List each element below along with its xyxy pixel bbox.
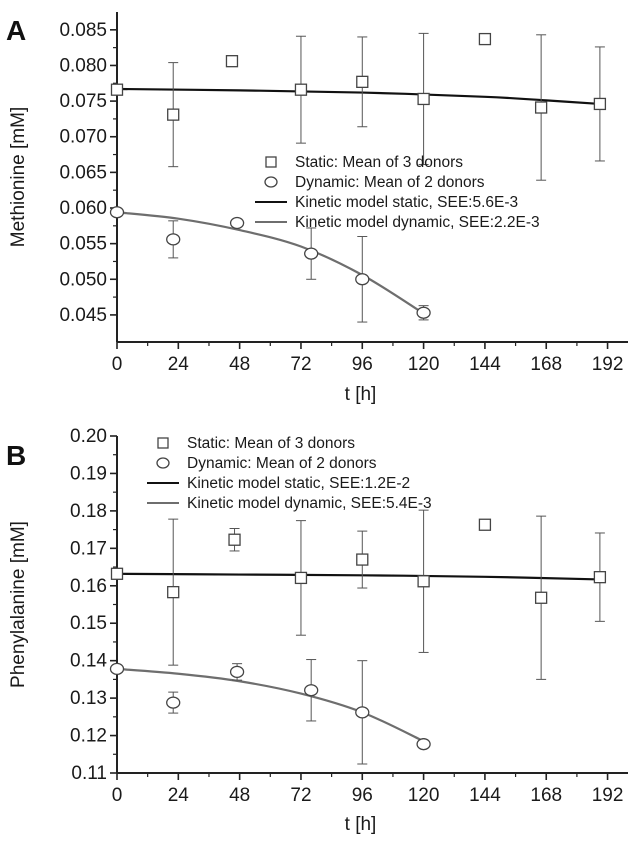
y-tick-label: 0.16 (70, 576, 107, 597)
data-point-square (167, 585, 180, 599)
x-tick-label: 24 (168, 785, 190, 806)
legend-label: Dynamic: Mean of 2 donors (187, 455, 377, 472)
data-point-circle (355, 706, 370, 719)
legend-label: Kinetic model dynamic, SEE:5.4E-3 (187, 495, 432, 512)
data-point-square (478, 518, 492, 531)
data-point-square (294, 571, 308, 585)
y-axis-title: Methionine [mM] (8, 107, 29, 247)
data-point-square (478, 32, 492, 46)
data-point-circle (229, 216, 245, 230)
data-point-circle (229, 665, 245, 679)
y-tick-label: 0.065 (59, 162, 107, 183)
legend-circle-icon (156, 457, 170, 469)
data-point-square (417, 92, 430, 106)
data-point-square (593, 571, 607, 584)
x-tick-label: 48 (229, 354, 250, 375)
y-tick-label: 0.14 (70, 651, 107, 672)
data-point-square (110, 83, 124, 96)
x-tick-label: 192 (592, 785, 624, 806)
legend: Static: Mean of 3 donors Dynamic: Mean of… (147, 435, 432, 512)
x-axis-title: t [h] (345, 384, 377, 405)
x-tick-label: 24 (168, 354, 190, 375)
legend-label: Kinetic model static, SEE:5.6E-3 (295, 194, 518, 211)
data-point-circle (355, 273, 370, 286)
panel-letter: B (6, 440, 26, 471)
legend-label: Dynamic: Mean of 2 donors (295, 174, 485, 191)
kinetic-model-line (116, 87, 600, 106)
data-point-circle (304, 684, 319, 697)
y-tick-label: 0.15 (70, 613, 107, 634)
x-tick-label: 144 (469, 354, 501, 375)
x-tick-label: 168 (530, 354, 562, 375)
x-tick-label: 96 (352, 354, 373, 375)
legend-label: Static: Mean of 3 donors (187, 435, 355, 452)
kinetic-model-line (116, 667, 425, 743)
kinetic-model-line (116, 211, 425, 315)
x-tick-label: 96 (352, 785, 373, 806)
x-axis-title: t [h] (345, 814, 377, 835)
data-point-square (593, 97, 607, 111)
data-point-square (225, 55, 239, 68)
y-tick-label: 0.060 (59, 198, 107, 219)
x-tick-label: 72 (290, 354, 311, 375)
panel-b: B 0 24 48 72 96 120 144 168 192 0.11 0.12 0.13 0.14 0.… (6, 426, 628, 835)
y-tick-label: 0.045 (59, 305, 107, 326)
data-point-circle (416, 738, 431, 751)
data-point-circle (416, 306, 431, 319)
y-tick-label: 0.17 (70, 538, 107, 559)
y-tick-label: 0.055 (59, 234, 107, 255)
legend-label: Kinetic model static, SEE:1.2E-2 (187, 475, 410, 492)
x-tick-label: 120 (408, 785, 440, 806)
y-tick-label: 0.075 (59, 91, 107, 112)
y-tick-label: 0.080 (59, 55, 107, 76)
x-tick-label: 0 (112, 785, 123, 806)
y-tick-label: 0.20 (70, 426, 107, 447)
y-tick-label: 0.13 (70, 688, 107, 709)
data-point-square (228, 533, 241, 546)
data-point-square (294, 83, 308, 96)
legend-square-icon (157, 437, 169, 449)
legend-circle-icon (264, 176, 278, 188)
y-tick-label: 0.12 (70, 726, 107, 747)
data-point-square (167, 108, 180, 121)
data-point-square (417, 575, 430, 588)
x-tick-label: 48 (229, 785, 250, 806)
legend-label: Static: Mean of 3 donors (295, 154, 463, 171)
legend-square-icon (265, 156, 277, 168)
data-point-square (356, 553, 369, 566)
y-tick-label: 0.085 (59, 20, 107, 41)
x-tick-label: 120 (408, 354, 440, 375)
y-tick-label: 0.070 (59, 127, 107, 148)
data-point-circle (166, 696, 181, 709)
data-point-circle (166, 233, 181, 246)
y-tick-label: 0.050 (59, 269, 107, 290)
data-point-circle (109, 206, 125, 219)
y-tick-label: 0.18 (70, 501, 107, 522)
data-point-square (534, 101, 548, 114)
y-tick-label: 0.19 (70, 463, 107, 484)
panel-letter: A (6, 15, 26, 46)
x-tick-label: 0 (112, 354, 123, 375)
data-point-square (110, 567, 124, 580)
legend-label: Kinetic model dynamic, SEE:2.2E-3 (295, 214, 540, 231)
data-point-square (356, 75, 369, 88)
data-point-circle (304, 247, 319, 260)
legend: Static: Mean of 3 donors Dynamic: Mean of… (255, 154, 540, 231)
x-tick-label: 168 (530, 785, 562, 806)
y-tick-label: 0.11 (71, 763, 107, 784)
data-point-square (534, 591, 548, 604)
data-point-circle (109, 662, 125, 676)
x-tick-label: 72 (290, 785, 311, 806)
panel-a: A 0 24 48 72 96 120 144 168 192 0.045 0.050 0.055 0.0… (6, 12, 628, 405)
y-axis-title: Phenylalanine [mM] (8, 521, 29, 688)
kinetic-model-line (116, 572, 600, 581)
x-tick-label: 192 (592, 354, 624, 375)
x-tick-label: 144 (469, 785, 501, 806)
